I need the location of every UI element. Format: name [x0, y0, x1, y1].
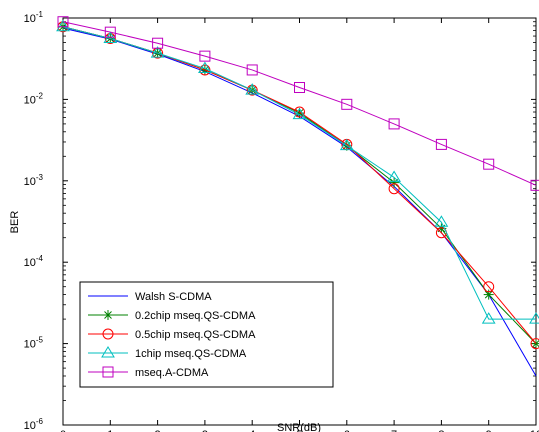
circle-marker [388, 183, 400, 195]
y-tick-label: 10-5 [24, 336, 44, 351]
x-tick-label: 3 [202, 429, 208, 432]
y-tick-label: 10-3 [24, 173, 44, 188]
square-marker [530, 179, 539, 191]
y-tick-label: 10-6 [24, 417, 44, 432]
legend-entry: 0.2chip mseq.QS-CDMA [88, 310, 256, 322]
series [57, 16, 539, 191]
legend-label: 1chip mseq.QS-CDMA [135, 348, 247, 360]
star-stroke [484, 290, 493, 299]
triangle-marker [434, 215, 449, 227]
x-tick-label: 5 [296, 429, 302, 432]
y-axis-label: BER [9, 211, 21, 234]
y-axis-ticks: 10-6 10-5 10-4 10-3 10-2 10-1 [24, 10, 536, 432]
square-marker [294, 82, 305, 94]
circle-marker [104, 32, 116, 44]
series [56, 19, 539, 324]
legend-label: Walsh S-CDMA [135, 291, 212, 303]
square-marker [388, 118, 400, 130]
square-marker [341, 98, 353, 110]
square-marker [102, 366, 114, 378]
triangle-marker [245, 83, 260, 95]
triangle-marker [481, 312, 496, 324]
circle-marker [246, 84, 258, 96]
x-tick-label: 8 [438, 429, 444, 432]
x-tick-label: 4 [249, 429, 255, 432]
series-line [62, 21, 537, 186]
x-axis-ticks: 0 1 2 3 4 5 6 7 8 9 10 [60, 18, 539, 432]
legend-entry: 0.5chip mseq.QS-CDMA [88, 328, 256, 341]
circle-marker [102, 328, 114, 340]
triangle-marker [387, 170, 401, 182]
legend-label: 0.5chip mseq.QS-CDMA [135, 329, 256, 341]
x-tick-label: 1 [107, 429, 113, 432]
y-tick-label: 10-1 [24, 10, 44, 25]
circle-marker [483, 281, 495, 293]
legend-entry: Walsh S-CDMA [88, 291, 212, 303]
legend-entry: 1chip mseq.QS-CDMA [88, 346, 247, 360]
triangle-marker [56, 19, 70, 32]
triangle-marker [529, 312, 539, 324]
series-line [62, 26, 536, 320]
triangle-marker [101, 346, 115, 358]
square-marker [199, 50, 211, 62]
star-marker [389, 177, 400, 188]
y-tick-label: 10-4 [24, 254, 44, 269]
series-layer [56, 16, 539, 377]
triangle-marker [292, 107, 307, 120]
circle-marker [530, 338, 539, 350]
legend: Walsh S-CDMA 0.2chip mseq.QS-CDMA 0.5chip … [79, 281, 334, 388]
star-marker [103, 310, 113, 320]
legend-label: 0.2chip mseq.QS-CDMA [135, 310, 256, 322]
triangle-marker [150, 46, 165, 58]
star-stroke [104, 311, 112, 319]
star-stroke [295, 109, 304, 117]
x-tick-label: 0 [60, 429, 66, 432]
square-marker [57, 16, 69, 28]
x-tick-label: 9 [486, 429, 492, 432]
x-tick-label: 2 [155, 429, 161, 432]
x-tick-label: 10 [530, 429, 539, 432]
triangle-marker [198, 61, 212, 73]
square-marker [483, 158, 495, 170]
square-marker [246, 64, 258, 76]
square-marker [104, 26, 116, 38]
y-tick-label: 10-2 [24, 91, 44, 106]
triangle-marker [339, 138, 354, 151]
square-marker [435, 138, 447, 150]
x-tick-label: 6 [344, 429, 350, 432]
legend-label: mseq.A-CDMA [135, 367, 209, 379]
x-tick-label: 7 [391, 429, 397, 432]
legend-entry: mseq.A-CDMA [88, 366, 209, 379]
square-marker [152, 37, 164, 49]
x-axis-label: SNR(dB) [277, 422, 321, 432]
